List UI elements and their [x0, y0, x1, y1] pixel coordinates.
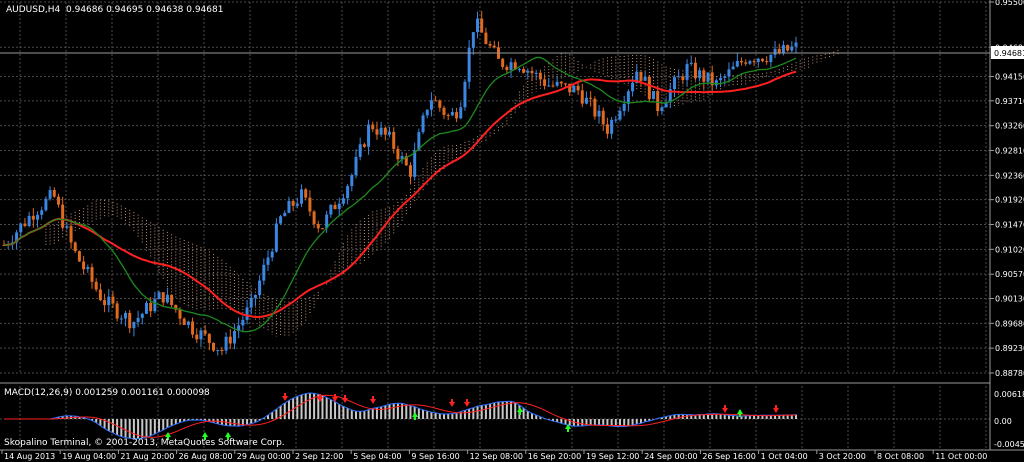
sell-arrow-icon — [449, 399, 455, 407]
time-tick-label: 16 Sep 20:00 — [528, 452, 581, 461]
macd-panel[interactable] — [4, 392, 797, 440]
sell-arrow-icon — [332, 394, 338, 402]
current-price-label: 0.94681 — [994, 49, 1024, 58]
moving-averages — [3, 56, 797, 333]
time-tick-label: 8 Oct 08:00 — [877, 452, 924, 461]
price-tick-label: 0.88780 — [995, 369, 1024, 378]
candlesticks — [2, 11, 798, 356]
time-tick-label: 5 Sep 04:00 — [353, 452, 401, 461]
sell-arrow-icon — [342, 395, 348, 403]
time-tick-label: 29 Aug 00:00 — [237, 452, 291, 461]
macd-label: MACD(12,26,9) 0.001259 0.001161 0.000098 — [4, 388, 210, 398]
sell-arrow-icon — [317, 394, 323, 402]
time-tick-label: 9 Sep 16:00 — [411, 452, 459, 461]
time-tick-label: 12 Sep 08:00 — [470, 452, 523, 461]
sell-arrow-icon — [282, 393, 288, 401]
buy-arrow-icon — [517, 407, 523, 415]
time-tick-label: 24 Sep 00:00 — [644, 452, 697, 461]
chart-ohlc-values: 0.94686 0.94695 0.94638 0.94681 — [66, 5, 223, 15]
time-tick-label: 19 Sep 12:00 — [586, 452, 639, 461]
buy-arrow-icon — [202, 432, 208, 440]
sell-arrow-icon — [464, 399, 470, 407]
copyright-text: Skopalino Terminal, © 2001-2013, MetaQuo… — [4, 438, 285, 448]
sell-arrow-icon — [773, 405, 779, 413]
sell-arrow-icon — [370, 396, 376, 404]
time-tick-label: 26 Aug 08:00 — [179, 452, 233, 461]
time-tick-label: 19 Aug 04:00 — [62, 452, 116, 461]
time-tick-label: 26 Sep 16:00 — [702, 452, 755, 461]
buy-arrow-icon — [412, 412, 418, 420]
time-tick-label: 2 Sep 12:00 — [295, 452, 343, 461]
chart-grid — [0, 1, 990, 448]
time-tick-label: 11 Oct 00:00 — [935, 452, 987, 461]
macd-scale-bottom: -0.00459 — [994, 440, 1024, 449]
current-price-box — [991, 46, 1024, 59]
macd-scale-top: 0.00618 — [994, 390, 1024, 399]
buy-arrow-icon — [225, 432, 231, 440]
time-tick-label: 14 Aug 2013 — [4, 452, 55, 461]
chart-symbol-title: AUDUSD,H4 — [6, 5, 61, 15]
time-tick-label: 3 Oct 20:00 — [819, 452, 866, 461]
macd-scale-zero: 0.00 — [994, 417, 1012, 426]
buy-arrow-icon — [737, 409, 743, 417]
buy-arrow-icon — [565, 424, 571, 432]
sell-arrow-icon — [722, 405, 728, 413]
time-tick-label: 21 Aug 20:00 — [120, 452, 174, 461]
buy-arrow-icon — [165, 432, 171, 440]
time-tick-label: 1 Oct 04:00 — [761, 452, 808, 461]
